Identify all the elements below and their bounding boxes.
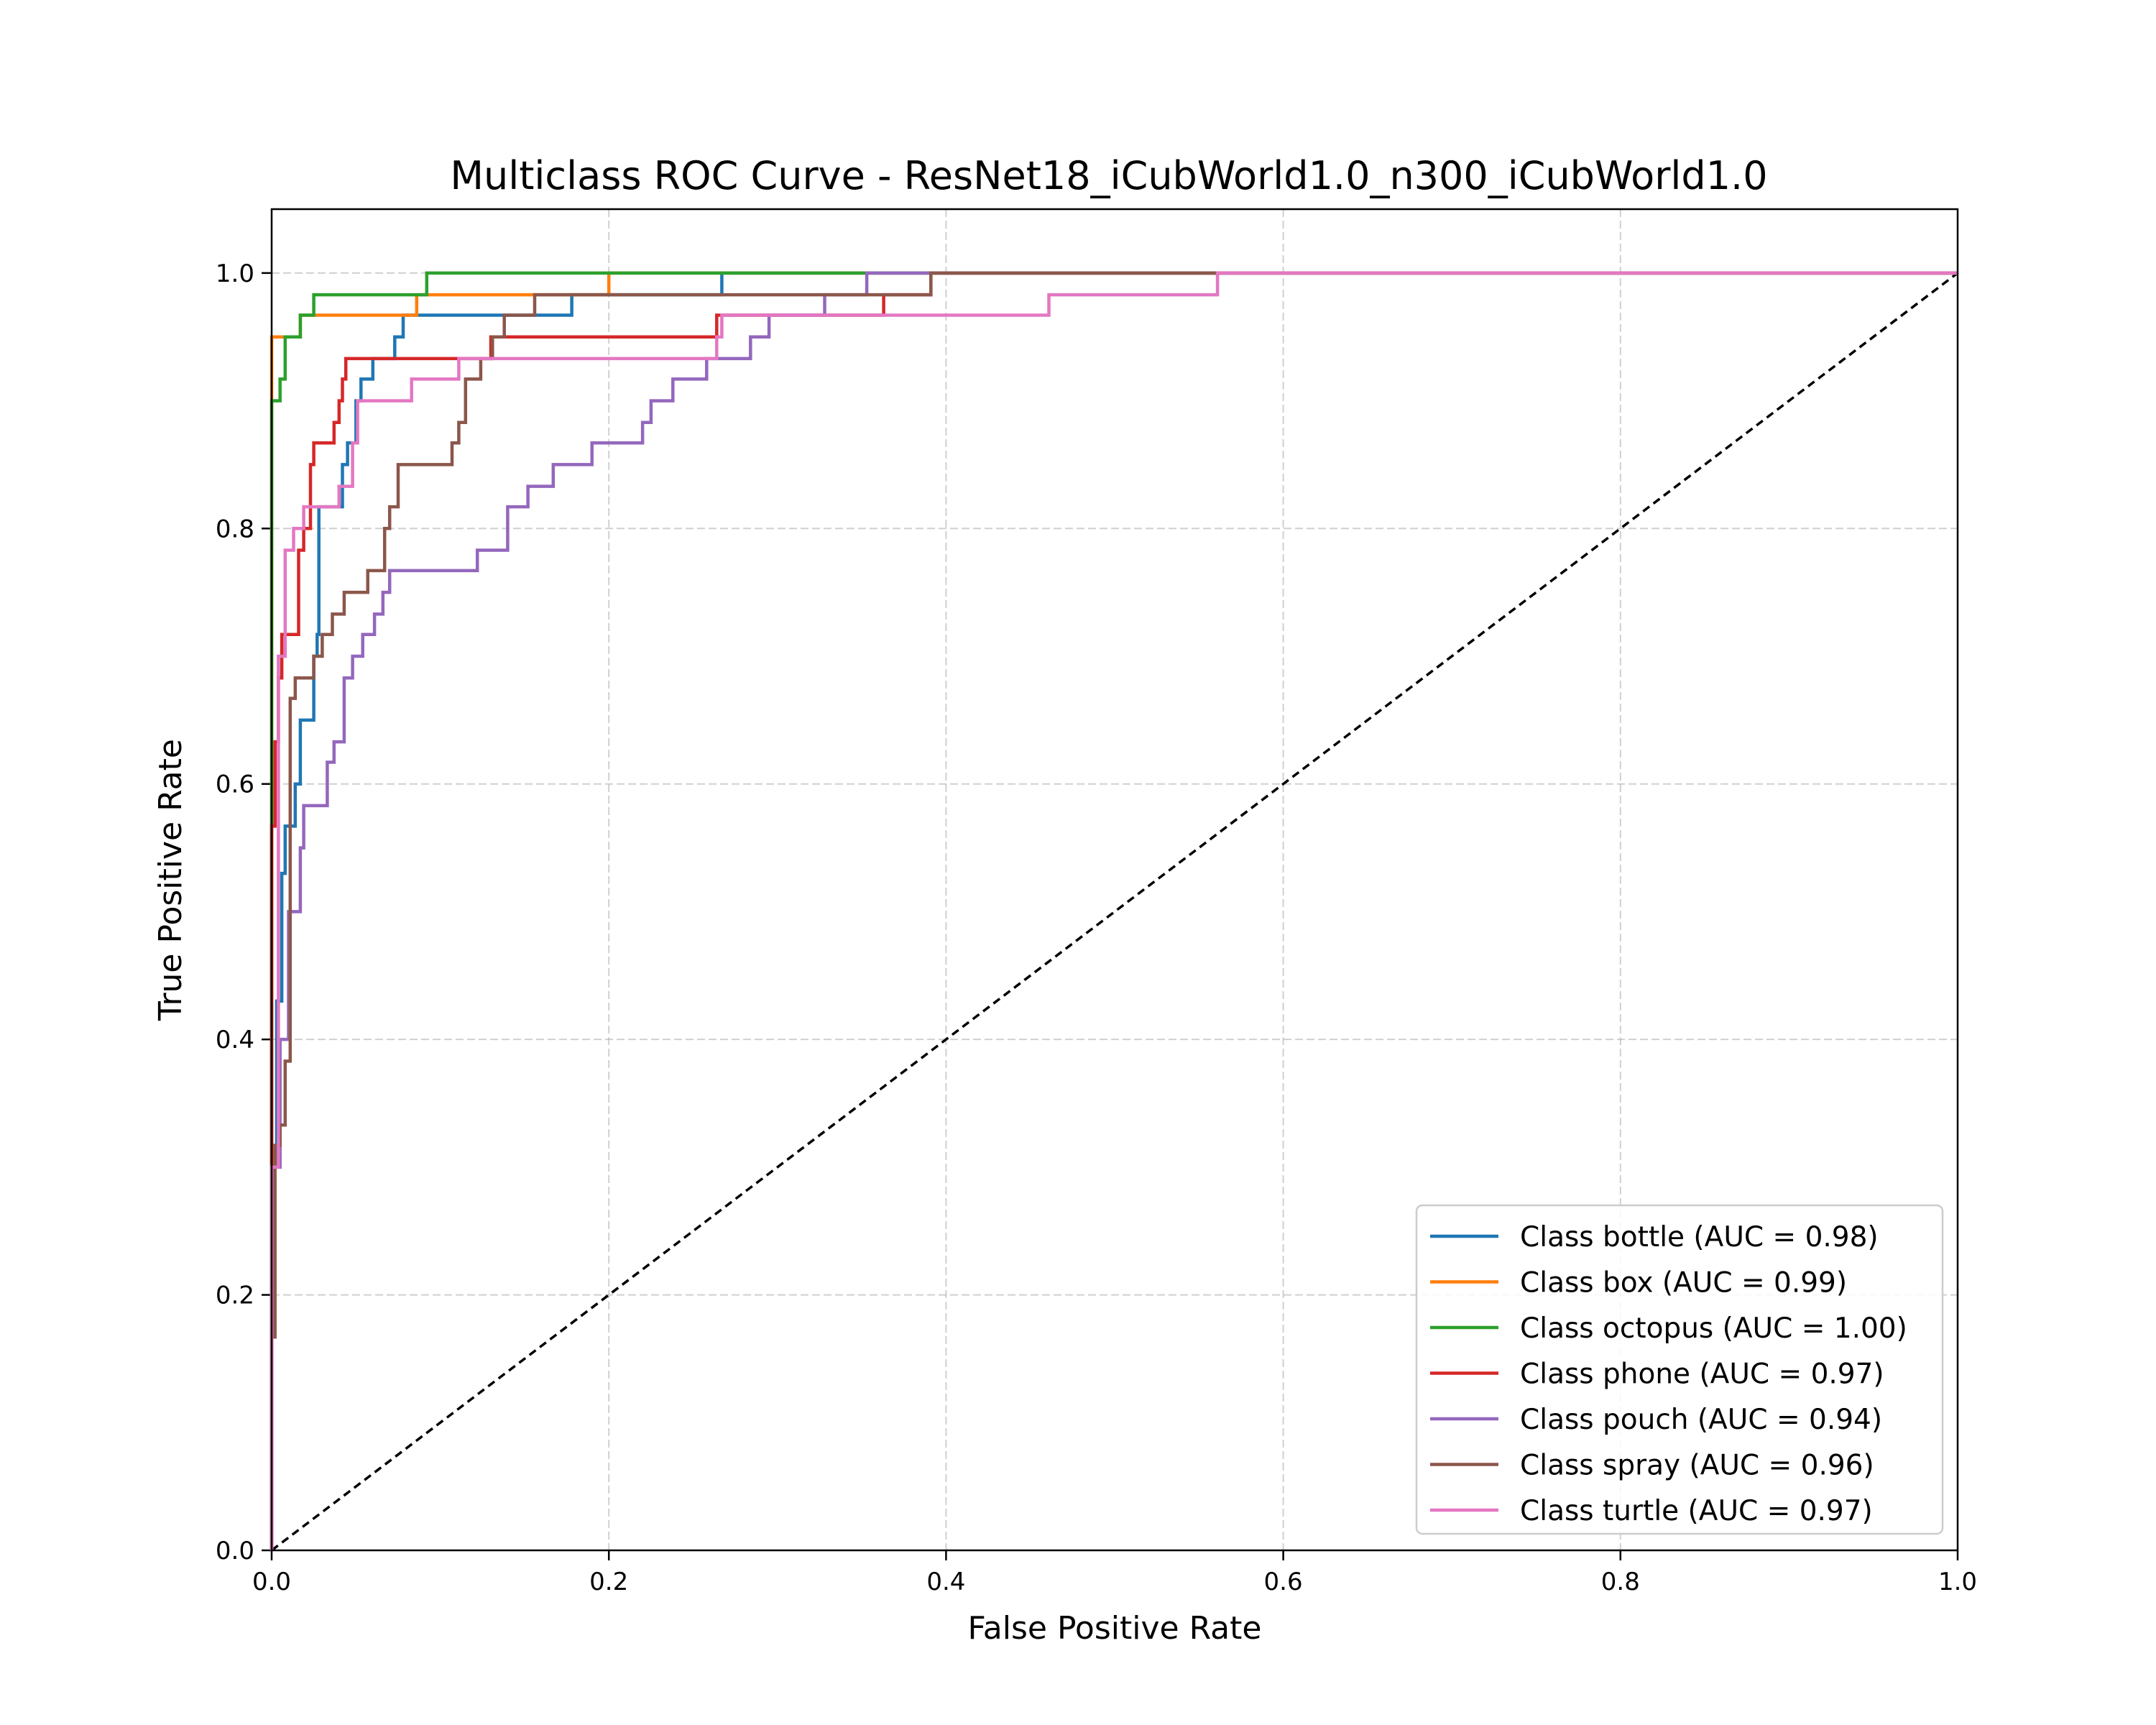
legend-entries: Class bottle (AUC = 0.98) Class box (AUC … [1430, 1221, 1907, 1527]
y-axis-ticks: 0.0 0.2 0.4 0.6 0.8 1.0 [216, 259, 272, 1565]
y-tick-label: 0.6 [216, 770, 254, 799]
y-axis-label: True Positive Rate [152, 739, 189, 1021]
plot-frame [270, 208, 1959, 1552]
legend-entry: Class phone (AUC = 0.97) [1430, 1358, 1884, 1391]
legend-entry: Class octopus (AUC = 1.00) [1430, 1312, 1907, 1345]
roc-curve-series-1 [270, 271, 1958, 1550]
chance-diagonal-line [270, 272, 1959, 1552]
x-tick-label: 0.8 [1601, 1568, 1640, 1596]
y-tick-label: 0.2 [216, 1282, 254, 1310]
roc-curve-series-2 [270, 271, 1958, 1550]
legend-entry: Class pouch (AUC = 0.94) [1430, 1404, 1882, 1436]
legend-label: Class pouch (AUC = 0.94) [1520, 1404, 1882, 1436]
legend: Class bottle (AUC = 0.98) Class box (AUC … [1415, 1204, 1944, 1535]
y-tick-label: 0.4 [216, 1026, 254, 1054]
legend-label: Class turtle (AUC = 0.97) [1520, 1495, 1873, 1527]
legend-box [1415, 1204, 1944, 1535]
y-tick-label: 0.0 [216, 1537, 254, 1565]
legend-entry: Class bottle (AUC = 0.98) [1430, 1221, 1879, 1254]
legend-label: Class octopus (AUC = 1.00) [1520, 1312, 1907, 1345]
legend-label: Class phone (AUC = 0.97) [1520, 1358, 1884, 1391]
grid-lines [271, 209, 1958, 1551]
roc-curve-series-7 [270, 271, 1958, 1550]
legend-label: Class spray (AUC = 0.96) [1520, 1450, 1874, 1482]
legend-label: Class box (AUC = 0.99) [1520, 1267, 1847, 1300]
y-tick-label: 1.0 [216, 259, 254, 288]
roc-curve-series-5 [270, 271, 1958, 1550]
legend-label: Class bottle (AUC = 0.98) [1520, 1221, 1879, 1254]
chart-title: Multiclass ROC Curve - ResNet18_iCubWorl… [450, 153, 1767, 198]
x-tick-label: 0.2 [589, 1568, 628, 1596]
x-tick-label: 1.0 [1938, 1568, 1977, 1596]
roc-curves [270, 271, 1958, 1550]
legend-entry: Class turtle (AUC = 0.97) [1430, 1495, 1873, 1527]
x-axis-ticks: 0.0 0.2 0.4 0.6 0.8 1.0 [252, 1550, 1977, 1596]
x-tick-label: 0.4 [926, 1568, 965, 1596]
x-tick-label: 0.6 [1264, 1568, 1303, 1596]
y-tick-label: 0.8 [216, 515, 254, 543]
x-tick-label: 0.0 [252, 1568, 291, 1596]
legend-entry: Class box (AUC = 0.99) [1430, 1267, 1847, 1300]
x-axis-label: False Positive Rate [968, 1610, 1262, 1647]
legend-entry: Class spray (AUC = 0.96) [1430, 1450, 1874, 1482]
roc-curve-series-3 [270, 271, 1958, 1550]
roc-curve-series-6 [270, 271, 1958, 1550]
